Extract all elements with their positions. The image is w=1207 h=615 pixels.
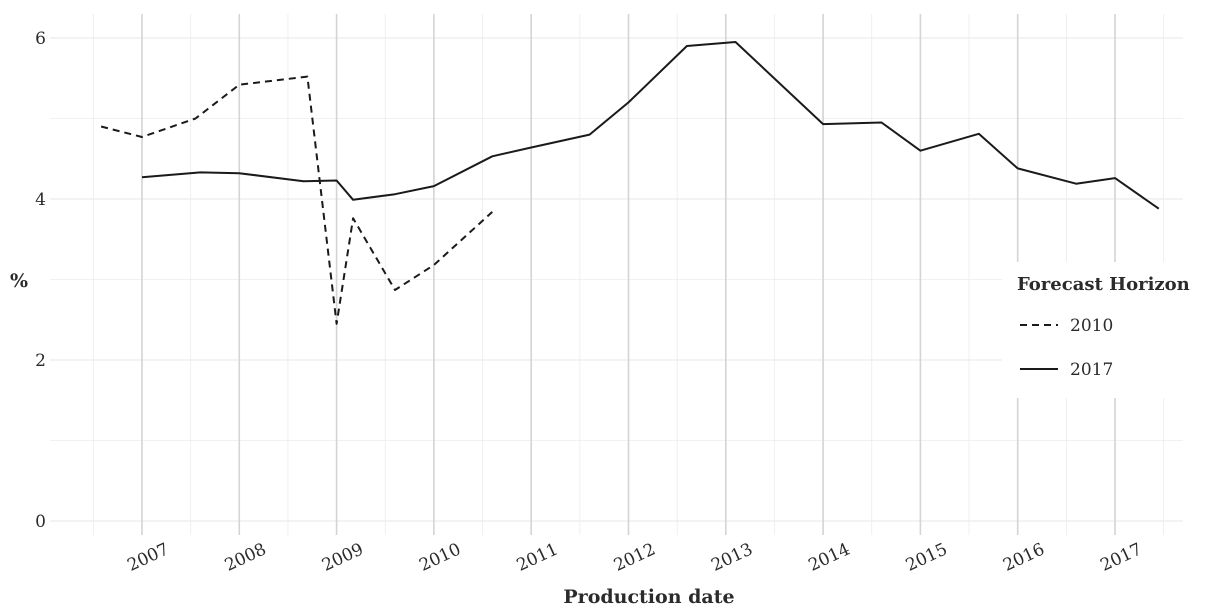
x-axis-title: Production date	[563, 586, 734, 608]
x-tick-label: 2012	[611, 539, 659, 575]
x-axis-ticks: 2007 2008 2009 2010 2011 2012 2013 2014 2015 2016…	[124, 539, 1145, 575]
x-tick-label: 2007	[124, 539, 172, 575]
y-tick-label: 2	[35, 351, 46, 371]
legend-label-2017: 2017	[1070, 360, 1113, 380]
y-axis-title: %	[10, 270, 28, 292]
legend-background	[1002, 262, 1207, 398]
legend: Forecast Horizon 2010 2017	[1002, 262, 1207, 398]
x-tick-label: 2011	[514, 539, 562, 575]
x-tick-label: 2014	[806, 539, 854, 575]
x-tick-label: 2009	[319, 539, 367, 575]
series-line-2017	[141, 41, 1160, 210]
legend-label-2010: 2010	[1070, 316, 1113, 336]
y-axis-ticks: 0 2 4 6	[35, 29, 46, 532]
x-tick-label: 2013	[708, 539, 756, 575]
y-tick-label: 4	[35, 190, 46, 210]
x-tick-label: 2015	[903, 539, 951, 575]
x-tick-label: 2017	[1097, 539, 1145, 575]
x-tick-label: 2010	[416, 539, 464, 575]
x-tick-label: 2016	[1000, 539, 1048, 575]
grid	[50, 14, 1183, 535]
legend-title: Forecast Horizon	[1017, 274, 1190, 295]
y-tick-label: 6	[35, 29, 46, 49]
series-group	[100, 41, 1160, 325]
series-line-2010	[100, 75, 493, 325]
x-tick-label: 2008	[222, 539, 270, 575]
y-tick-label: 0	[35, 512, 46, 532]
